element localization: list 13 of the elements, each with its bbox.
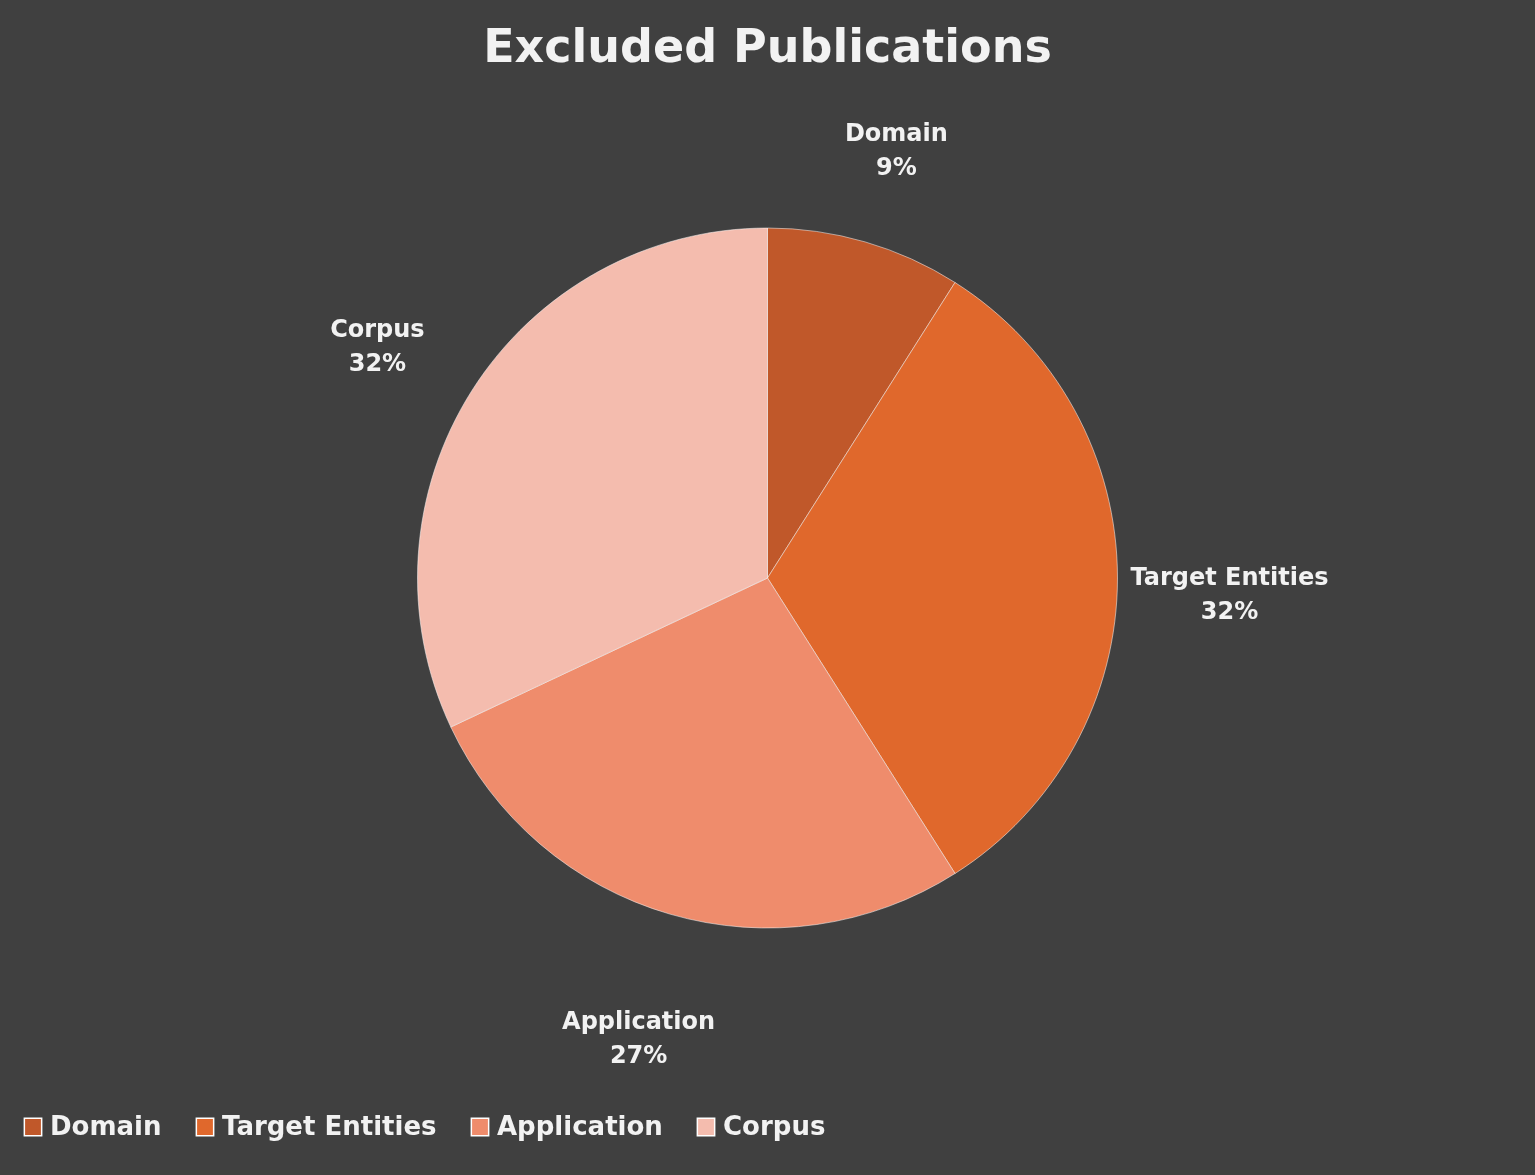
legend-label: Domain <box>50 1111 162 1141</box>
legend-label: Target Entities <box>222 1111 437 1141</box>
data-label: 9% <box>876 153 917 182</box>
data-label: 27% <box>609 1040 668 1069</box>
data-label: 32% <box>1200 597 1259 625</box>
data-label: 32% <box>348 349 407 378</box>
legend-label: Application <box>497 1111 663 1141</box>
slice-label: Corpus <box>330 315 425 344</box>
slice-label: Target Entities <box>1130 563 1329 591</box>
chart-title: Excluded Publications <box>483 19 1052 73</box>
slice-label: Application <box>562 1006 716 1035</box>
legend-label: Corpus <box>723 1111 826 1141</box>
slice-label: Domain <box>844 119 948 148</box>
